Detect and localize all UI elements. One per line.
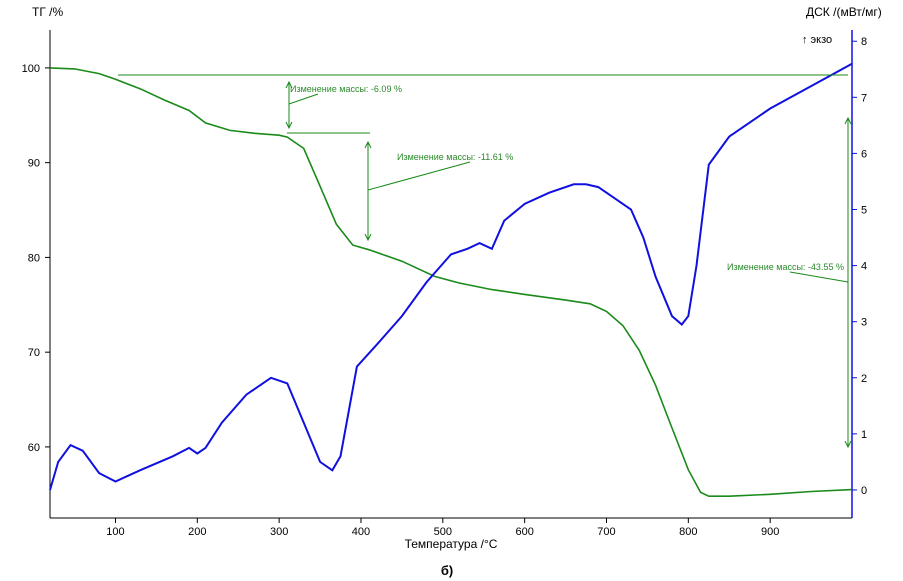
mass-change-label-1: Изменение массы: -6.09 % [290, 84, 402, 94]
left-axis-title: ТГ /% [32, 5, 63, 19]
right-tick-label: 7 [861, 92, 867, 104]
left-axis-ticks: 60 70 80 90 100 [22, 63, 50, 454]
mass-change-label-3: Изменение массы: -43.55 % [727, 262, 844, 272]
right-axis-title: ДСК /(мВт/мг) [806, 5, 882, 19]
x-axis-ticks: 100 200 300 400 500 600 700 800 900 [106, 518, 779, 538]
x-tick-label: 900 [761, 526, 779, 538]
step2-leader [367, 161, 471, 191]
step3-leader [789, 271, 849, 283]
right-tick-label: 8 [861, 36, 867, 48]
right-tick-label: 5 [861, 204, 867, 216]
x-tick-label: 700 [597, 526, 615, 538]
right-axis-ticks: 0 1 2 3 4 5 6 7 8 [852, 36, 867, 497]
x-tick-label: 800 [679, 526, 697, 538]
step3-arrowhead-top [844, 116, 852, 125]
x-tick-label: 200 [188, 526, 206, 538]
right-tick-label: 1 [861, 429, 867, 441]
x-tick-label: 400 [352, 526, 370, 538]
x-tick-label: 600 [515, 526, 533, 538]
step1-arrowhead-bottom [285, 121, 293, 130]
right-tick-label: 0 [861, 485, 867, 497]
right-tick-label: 3 [861, 317, 867, 329]
step1-leader [288, 93, 319, 105]
left-tick-label: 100 [22, 63, 40, 75]
step2-arrowhead-top [364, 140, 372, 149]
mass-change-markers [118, 74, 852, 449]
exo-label: ↑ экзо [802, 34, 832, 46]
x-tick-label: 500 [434, 526, 452, 538]
left-tick-label: 60 [28, 442, 40, 454]
step2-arrowhead-bottom [364, 233, 372, 242]
dsc-series-line [49, 62, 853, 491]
right-tick-label: 6 [861, 148, 867, 160]
step3-arrowhead-bottom [844, 440, 852, 449]
tg-series-line [49, 67, 853, 497]
left-tick-label: 70 [28, 347, 40, 359]
mass-change-label-2: Изменение массы: -11.61 % [397, 152, 513, 162]
step1-arrowhead-top [285, 80, 293, 89]
x-tick-label: 300 [270, 526, 288, 538]
x-tick-label: 100 [106, 526, 124, 538]
right-tick-label: 2 [861, 373, 867, 385]
left-tick-label: 80 [28, 252, 40, 264]
right-tick-label: 4 [861, 261, 867, 273]
left-tick-label: 90 [28, 158, 40, 170]
x-axis-title: Температура /°C [405, 537, 498, 551]
figure-caption: б) [441, 563, 453, 578]
